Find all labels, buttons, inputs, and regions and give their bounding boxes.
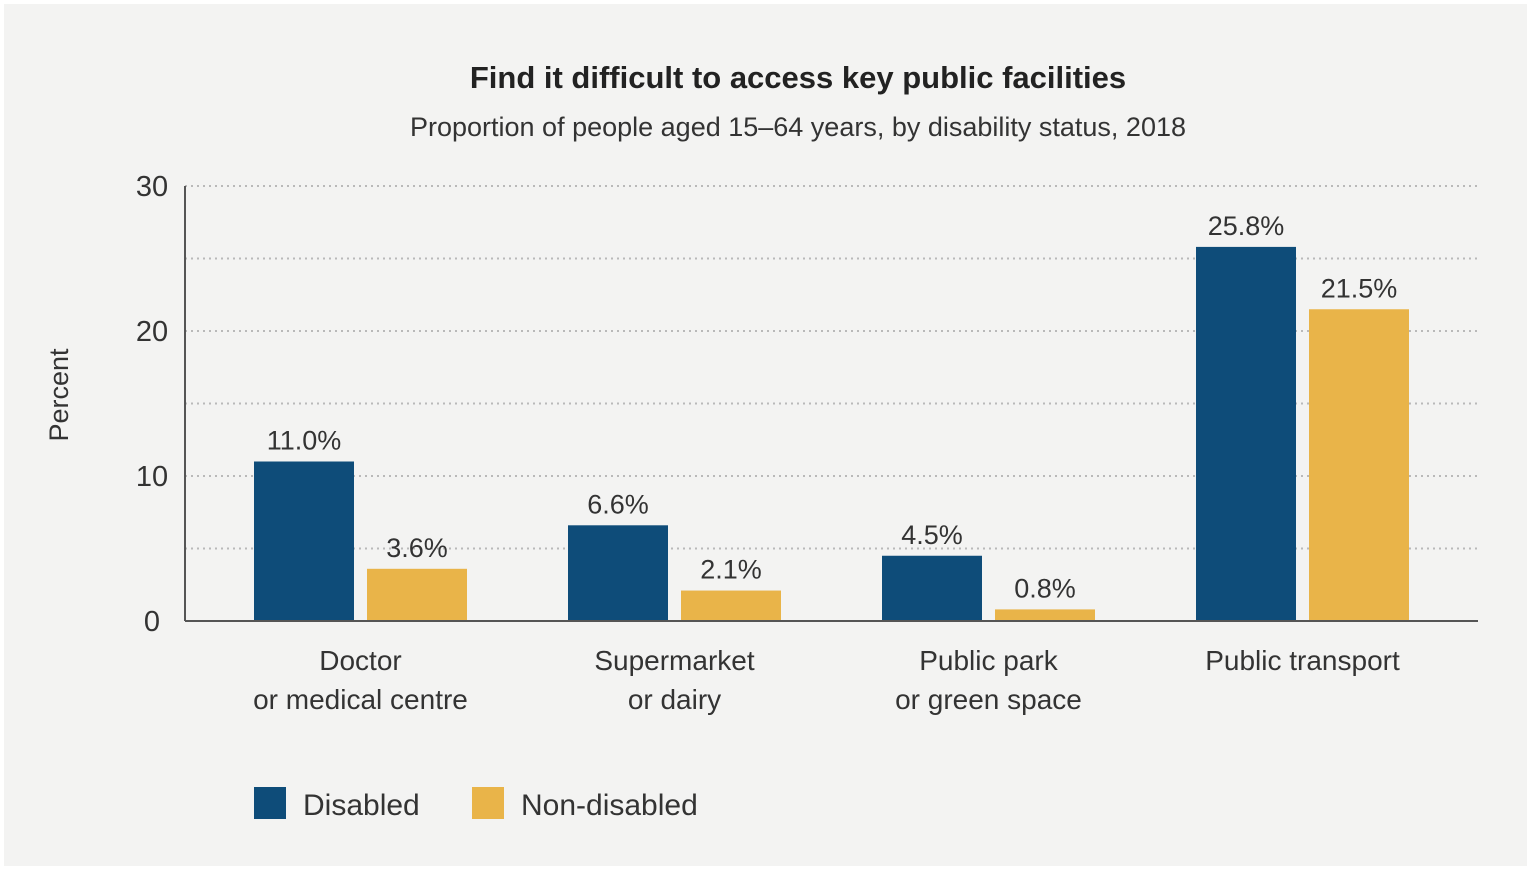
legend-swatch — [254, 787, 286, 819]
bar-disabled — [1196, 246, 1296, 621]
data-label: 0.8% — [1014, 573, 1076, 603]
axes: 0 10 20 30 — [136, 171, 1478, 638]
chart-title: Find it difficult to access key public f… — [470, 60, 1126, 95]
bar-non-disabled — [367, 568, 467, 621]
data-label: 6.6% — [587, 489, 649, 519]
bar-disabled — [882, 555, 982, 621]
category-label: Supermarket — [594, 645, 755, 676]
chart-subtitle: Proportion of people aged 15–64 years, b… — [410, 112, 1186, 142]
bar-non-disabled — [995, 609, 1095, 621]
y-tick-label: 0 — [144, 606, 160, 638]
data-label: 11.0% — [267, 426, 342, 456]
legend-label: Disabled — [303, 789, 420, 822]
data-label: 25.8% — [1208, 211, 1285, 241]
legend-swatch — [472, 787, 504, 819]
category-labels: Doctor or medical centre Supermarket or dai… — [253, 645, 1400, 715]
bar-disabled — [568, 525, 668, 621]
legend-label: Non-disabled — [521, 789, 698, 822]
category-label: Public park — [919, 645, 1059, 676]
data-labels: 11.0% 3.6% 6.6% 2.1% 4.5% 0.8% 25.8% 21.5% — [267, 211, 1398, 604]
data-label: 4.5% — [901, 520, 963, 550]
bar-disabled — [254, 461, 354, 621]
y-tick-label: 10 — [136, 461, 168, 493]
category-label: Doctor — [319, 645, 401, 676]
data-label: 21.5% — [1321, 273, 1398, 303]
data-label: 3.6% — [386, 533, 448, 563]
y-tick-label: 20 — [136, 316, 168, 348]
bar-non-disabled — [1309, 309, 1409, 621]
category-label: or dairy — [628, 684, 721, 715]
y-axis-label: Percent — [44, 348, 74, 442]
data-label: 2.1% — [700, 555, 762, 585]
bar-non-disabled — [681, 590, 781, 621]
bars — [254, 246, 1409, 621]
category-label: or green space — [895, 684, 1082, 715]
category-label: Public transport — [1205, 645, 1400, 676]
y-tick-label: 30 — [136, 171, 168, 203]
category-label: or medical centre — [253, 684, 468, 715]
legend: Disabled Non-disabled — [254, 787, 698, 822]
